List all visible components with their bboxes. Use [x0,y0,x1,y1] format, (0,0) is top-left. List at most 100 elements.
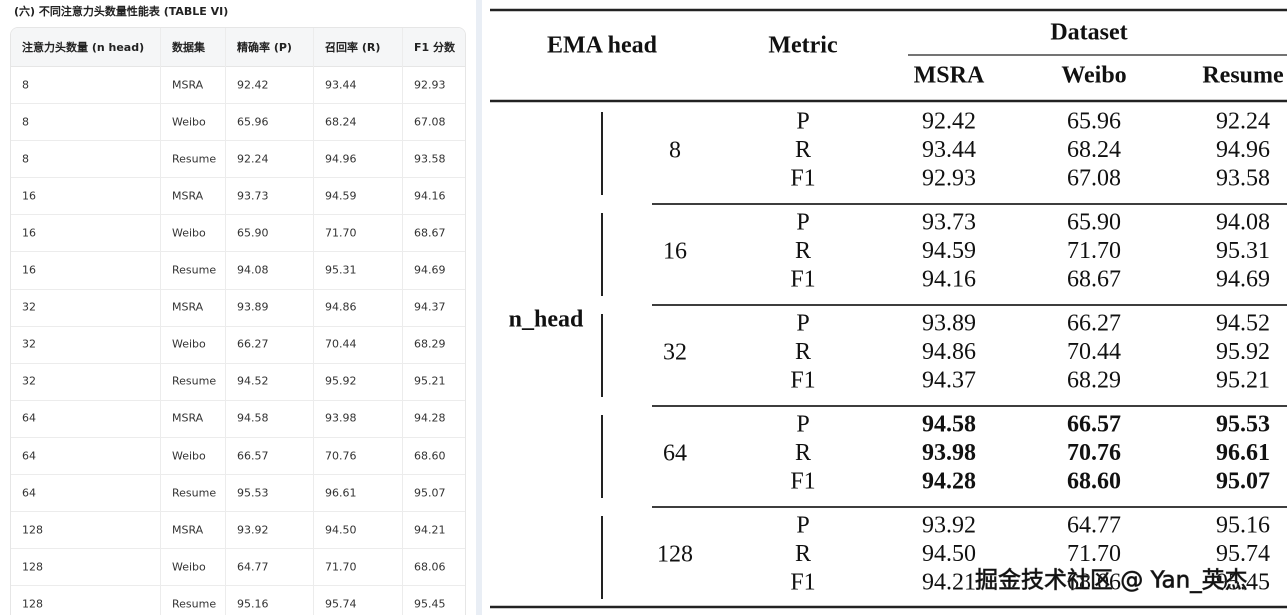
header-row [11,28,465,67]
metric: R [795,339,811,365]
cell: 66.27 [237,337,269,351]
cell: Resume [172,374,217,388]
web-table: 注意力头数量 (n head) 数据集 精确率 (P) 召回率 (R) F1 分数 8 MS… [10,27,466,615]
cell: 92.42 [237,78,269,92]
cell: 95.92 [325,374,357,388]
cell: 71.70 [325,560,357,574]
value: 94.37 [922,368,976,394]
left-panel: (六) 不同注意力头数量性能表 (TABLE VI) 注意力头数量 (n hea… [0,0,475,615]
cell: Resume [172,486,217,500]
cell: 92.93 [414,78,446,92]
cell: 93.92 [237,523,269,537]
value: 68.60 [1067,469,1121,495]
row-label: n_head [509,307,584,333]
cell: 94.52 [237,374,269,388]
metric: R [795,238,811,264]
column-line [402,28,403,615]
cell: 95.16 [237,597,269,611]
cell: 68.67 [414,226,446,240]
value: 94.59 [922,238,976,264]
value: 93.98 [922,440,976,466]
cell: 65.90 [237,226,269,240]
value: 93.92 [922,513,976,539]
row [11,511,465,550]
row [11,289,465,327]
row [11,400,465,438]
dataset-header: Weibo [1061,63,1126,89]
value: 94.28 [922,469,976,495]
cell: 16 [22,226,36,240]
metric: F1 [790,469,815,495]
value: 65.90 [1067,210,1121,236]
metric: R [795,541,811,567]
cell: 95.31 [325,263,357,277]
cell: 64 [22,411,36,425]
metric: F1 [790,368,815,394]
value: 95.16 [1216,513,1270,539]
value: 66.57 [1067,412,1121,438]
cell: Weibo [172,337,206,351]
value: 92.93 [922,166,976,192]
header-cell: 数据集 [172,41,205,54]
value: 93.44 [922,137,976,163]
metric: P [796,311,809,337]
value: 92.24 [1216,109,1270,135]
divider [476,0,482,615]
cell: 95.07 [414,486,446,500]
cell: 16 [22,263,36,277]
value: 93.73 [922,210,976,236]
value: 68.06 [1067,570,1121,596]
dataset-header: Resume [1202,63,1284,89]
value: 70.44 [1067,339,1121,365]
cell: 93.89 [237,300,269,314]
header-cell: 召回率 (R) [325,41,381,54]
right-panel: EMA head Metric Dataset MSRA Weibo Resume n_he… [482,0,1287,615]
metric: F1 [790,267,815,293]
row [11,437,465,476]
value: 94.08 [1216,210,1270,236]
value: 95.92 [1216,339,1270,365]
cell: Resume [172,152,217,166]
cell: 128 [22,523,43,537]
cell: 64 [22,449,36,463]
cell: MSRA [172,411,204,425]
cell: 95.45 [414,597,446,611]
value: 71.70 [1067,541,1121,567]
value: 67.08 [1067,166,1121,192]
row [11,252,465,290]
cell: 93.58 [414,152,446,166]
cell: Weibo [172,560,206,574]
paper-table: EMA head Metric Dataset MSRA Weibo Resume n_he… [490,8,1287,609]
cell: 93.44 [325,78,357,92]
metric: P [796,210,809,236]
row [11,66,465,105]
value: 68.24 [1067,137,1121,163]
value: 71.70 [1067,238,1121,264]
cell: 32 [22,374,36,388]
cell: Weibo [172,115,206,129]
cell: 95.21 [414,374,446,388]
value: 95.31 [1216,238,1270,264]
header: Metric [768,33,838,59]
value: 94.21 [922,570,976,596]
cell: 128 [22,560,43,574]
cell: 68.60 [414,449,446,463]
cell: 94.21 [414,523,446,537]
value: 94.52 [1216,311,1270,337]
cell: 8 [22,152,29,166]
cell: 94.28 [414,411,446,425]
cell: Weibo [172,226,206,240]
row [11,177,465,216]
cell: 94.16 [414,189,446,203]
header-cell: F1 分数 [414,41,455,54]
value: 95.07 [1216,469,1270,495]
metric: R [795,440,811,466]
cell: 95.53 [237,486,269,500]
cell: 8 [22,115,29,129]
cell: 96.61 [325,486,357,500]
metric: F1 [790,570,815,596]
value: 64.77 [1067,513,1121,539]
value: 96.61 [1216,440,1270,466]
value: 65.96 [1067,109,1121,135]
